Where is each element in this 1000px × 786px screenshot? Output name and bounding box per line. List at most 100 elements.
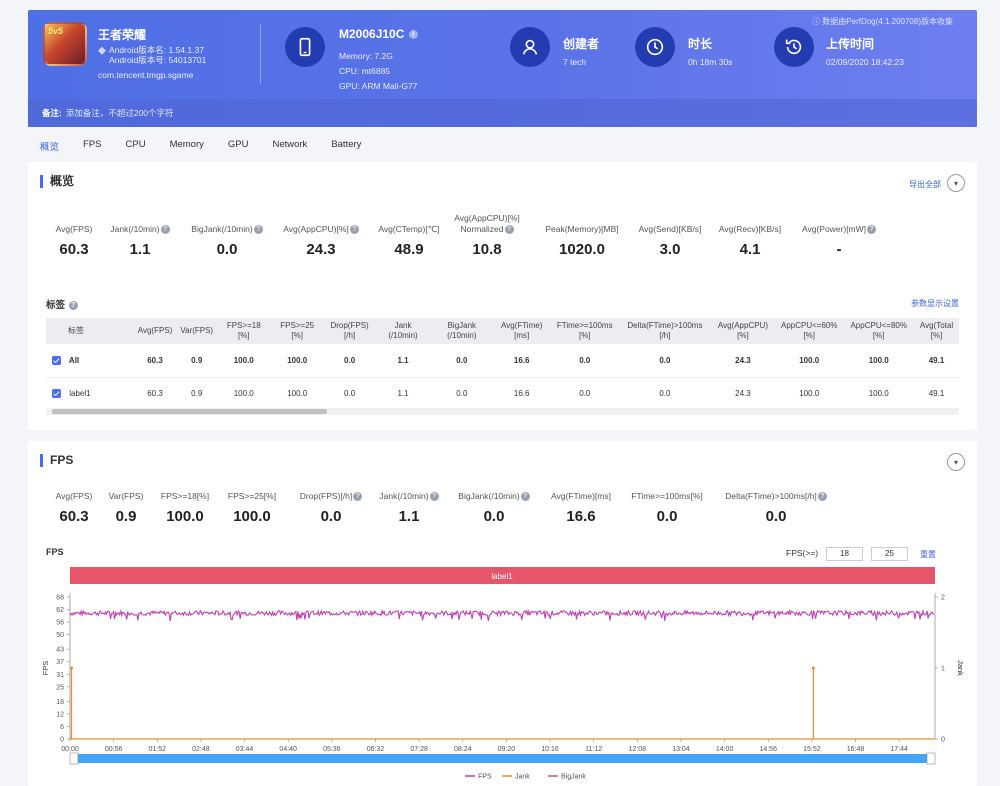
x-tick-label: 05:36 — [323, 746, 341, 753]
android-icon — [98, 46, 106, 55]
tab-gpu[interactable]: GPU — [227, 139, 249, 150]
stat-8: FTime>=100ms[%] 0.0 — [612, 480, 722, 525]
android-version-info: Android版本名: 1.54.1.37 Android版本号: 540137… — [98, 45, 206, 65]
stat-label: Avg(Power)[mW]? — [784, 224, 894, 235]
stat-6: Peak(Memory)[MB] 1020.0 — [527, 213, 637, 258]
column-header: 标签 — [46, 318, 134, 344]
table-scrollbar[interactable] — [46, 408, 959, 415]
legend-label: FPS — [478, 774, 492, 781]
y-axis-label: FPS — [41, 661, 50, 676]
duration-label: 时长 — [688, 37, 713, 51]
scrollbar-thumb[interactable] — [52, 409, 327, 414]
y-tick-label: 6 — [60, 724, 64, 731]
tab-概览[interactable]: 概览 — [40, 142, 60, 153]
x-tick-label: 08:24 — [454, 746, 472, 753]
column-header: Delta(FTime)>100ms [/h] — [618, 318, 711, 344]
fps-threshold-label: FPS(>=) — [786, 548, 819, 558]
stat-label: Avg(Send)[KB/s] — [638, 224, 702, 234]
param-settings-link[interactable]: 参数显示设置 — [911, 299, 959, 308]
stat-label: Jank(/10min)? — [85, 224, 195, 235]
table-cell: 49.1 — [913, 377, 959, 411]
tab-battery[interactable]: Battery — [331, 139, 362, 150]
stat-value: 60.3 — [59, 508, 89, 525]
reset-button[interactable]: 重置 — [920, 550, 936, 559]
x-tick-label: 13:04 — [672, 746, 690, 753]
stat-label: Avg(FPS) — [55, 224, 93, 234]
stat-2: FPS>=18[%] 100.0 — [130, 480, 240, 525]
column-header: Var(FPS) — [176, 318, 218, 344]
stat-value: 100.0 — [166, 508, 204, 525]
table-cell: 100.0 — [775, 344, 844, 378]
table-cell: 0.0 — [430, 377, 493, 411]
row-checkbox[interactable] — [52, 355, 61, 365]
upload-value: 02/09/2020 18:42:23 — [826, 57, 904, 67]
x-tick-label: 16:48 — [847, 746, 865, 753]
column-header: AppCPU<=80% [%] — [843, 318, 914, 344]
stat-value: 0.0 — [765, 508, 787, 525]
stat-label: Avg(FTime)[ms] — [551, 491, 611, 501]
stat-2: BigJank(/10min)? 0.0 — [172, 213, 282, 258]
table-cell: 100.0 — [217, 377, 271, 411]
collapse-icon[interactable]: ▾ — [947, 174, 965, 192]
game-name: 王者荣耀 — [98, 28, 147, 42]
stat-9: Delta(FTime)>100ms[/h]? 0.0 — [721, 480, 831, 525]
device-specs: Memory: 7.2G CPU: mt6885 GPU: ARM Mali-G77 — [339, 51, 418, 91]
stat-8: Avg(Recv)[KB/s] 4.1 — [695, 213, 805, 258]
x-tick-label: 07:28 — [410, 746, 428, 753]
help-icon: ? — [353, 492, 363, 502]
table-cell: 16.6 — [492, 344, 551, 378]
stat-0: Avg(FPS) 60.3 — [19, 213, 129, 258]
table-row[interactable]: label1 60.3 0.9 100.0 100.0 0.0 1.1 0.0 16.6 0.0 0… — [46, 377, 959, 411]
y2-axis-label: Jank — [956, 660, 965, 676]
stat-7: Avg(Send)[KB/s] 3.0 — [615, 213, 725, 258]
collapse-icon[interactable]: ▾ — [947, 453, 965, 471]
fps-series-line — [69, 608, 935, 622]
tab-cpu[interactable]: CPU — [125, 139, 146, 150]
x-tick-label: 09:20 — [498, 746, 516, 753]
tab-fps[interactable]: FPS — [83, 139, 102, 150]
help-icon: ? — [160, 225, 170, 235]
table-cell: 24.3 — [710, 377, 776, 411]
y2-tick-label: 2 — [941, 595, 945, 602]
note-bar[interactable]: 备注: 添加备注，不超过200个字符 — [28, 99, 977, 127]
fps-threshold-input-1[interactable]: 18 — [826, 547, 863, 561]
stat-5: Jank(/10min)? 1.1 — [354, 480, 464, 525]
table-cell: 24.3 — [710, 344, 776, 378]
fps-threshold-input-2[interactable]: 25 — [871, 547, 908, 561]
help-icon: ? — [520, 492, 530, 502]
stat-value: 16.6 — [566, 508, 596, 525]
table-cell: 0.0 — [323, 344, 376, 378]
table-cell: 0.0 — [618, 377, 711, 411]
column-header: FPS>=18 [%] — [217, 318, 271, 344]
zoom-slider — [70, 754, 935, 763]
table-cell: 0.9 — [176, 344, 218, 378]
x-tick-label: 14:56 — [759, 746, 777, 753]
y-tick-label: 25 — [56, 684, 64, 691]
report-header: ⓘ 数据由PerfDog(4.1.200708)版本收集 5v5 王者荣耀 An… — [28, 10, 977, 127]
stat-1: Jank(/10min)? 1.1 — [85, 213, 195, 258]
table-cell: 100.0 — [843, 344, 914, 378]
stat-value: 4.1 — [739, 241, 761, 258]
stat-value: 100.0 — [233, 508, 271, 525]
column-header: FPS>=25 [%] — [270, 318, 324, 344]
zoom-handle-right — [926, 752, 936, 765]
stat-label: Avg(AppCPU)[%]? — [266, 224, 376, 235]
note-input[interactable]: 添加备注，不超过200个字符 — [65, 108, 174, 118]
info-icon: i — [408, 30, 418, 40]
stat-3: Avg(AppCPU)[%]? 24.3 — [266, 213, 376, 258]
tab-memory[interactable]: Memory — [169, 139, 204, 150]
export-all-link[interactable]: 导出全部 — [909, 180, 941, 189]
column-header: Avg(FPS) — [133, 318, 177, 344]
stat-3: FPS>=25[%] 100.0 — [197, 480, 307, 525]
table-row[interactable]: All 60.3 0.9 100.0 100.0 0.0 1.1 0.0 16.6 0.0 0.0 2… — [46, 344, 959, 378]
table-cell: 100.0 — [270, 344, 324, 378]
stat-label: Jank(/10min)? — [354, 491, 464, 502]
tab-network[interactable]: Network — [272, 139, 308, 150]
help-icon: ? — [349, 225, 359, 235]
x-tick-label: 00:56 — [105, 746, 123, 753]
y-tick-label: 68 — [56, 595, 64, 602]
table-cell: All — [46, 344, 134, 378]
table-cell: 1.1 — [375, 344, 431, 378]
section-tabs: 概览 FPS CPU Memory GPU Network Battery — [40, 139, 385, 153]
row-checkbox[interactable] — [52, 389, 61, 399]
